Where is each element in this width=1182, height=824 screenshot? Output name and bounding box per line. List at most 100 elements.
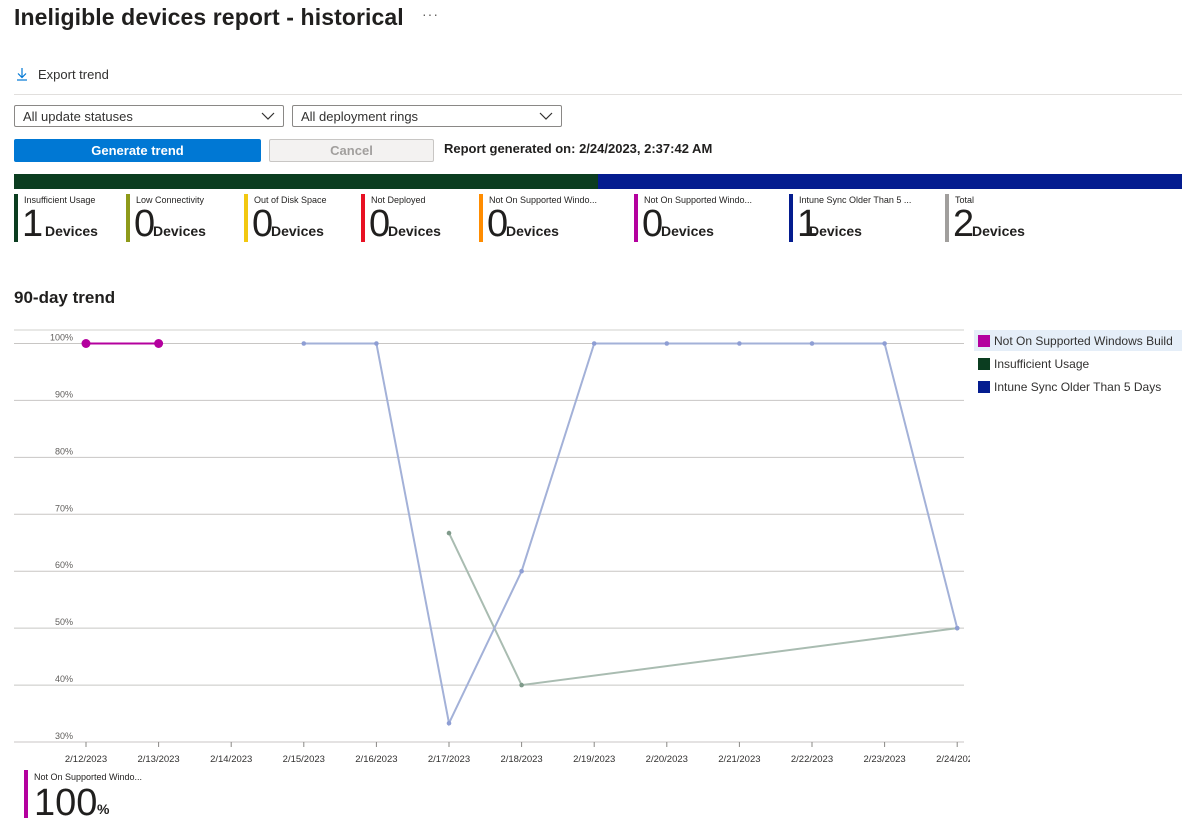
series-line: [303, 342, 959, 727]
x-tick-label: 2/12/2023: [65, 754, 107, 765]
tile-color-bar: [479, 194, 483, 242]
tile-label: Not On Supported Windo...: [489, 195, 598, 205]
data-point: [519, 568, 524, 574]
tile-color-bar: [634, 194, 638, 242]
tile-unit: Devices: [388, 223, 441, 239]
legend-swatch: [978, 334, 990, 347]
download-icon: [14, 66, 30, 82]
export-trend-button[interactable]: Export trend: [14, 66, 109, 82]
tile-count: 1: [22, 203, 44, 245]
tile-label: Total: [955, 195, 975, 205]
y-tick-label: 70%: [55, 503, 73, 513]
data-point: [664, 341, 670, 346]
tile-unit: Devices: [506, 223, 559, 239]
legend-item[interactable]: Not On Supported Windows Build: [974, 330, 1182, 351]
y-tick-label: 100%: [50, 333, 73, 343]
series-line: [448, 532, 958, 687]
status-tile[interactable]: Low Connectivity 0 Devices: [126, 194, 266, 245]
toolbar-divider: [14, 94, 1182, 95]
kpi-value: 100: [34, 782, 98, 824]
x-tick-label: 2/19/2023: [573, 754, 615, 765]
export-trend-label: Export trend: [38, 66, 109, 82]
tile-count: 0: [252, 203, 274, 245]
kpi-color-bar: [24, 770, 28, 818]
tile-label: Out of Disk Space: [254, 195, 327, 205]
legend-item[interactable]: Intune Sync Older Than 5 Days: [974, 376, 1182, 397]
x-tick-label: 2/23/2023: [863, 754, 905, 765]
more-options-icon[interactable]: ···: [422, 6, 439, 22]
deployment-rings-value: All deployment rings: [301, 108, 419, 124]
tile-count: 0: [134, 203, 156, 245]
x-tick-label: 2/16/2023: [355, 754, 397, 765]
legend-swatch: [978, 357, 990, 370]
update-status-dropdown[interactable]: All update statuses: [14, 105, 284, 127]
update-status-value: All update statuses: [23, 108, 133, 124]
tile-count: 2: [953, 203, 975, 245]
y-tick-label: 90%: [55, 389, 73, 399]
tile-count: 0: [487, 203, 509, 245]
tile-count: 0: [369, 203, 391, 245]
data-point: [81, 339, 91, 348]
report-generated-text: Report generated on: 2/24/2023, 2:37:42 …: [444, 141, 713, 156]
x-tick-label: 2/20/2023: [646, 754, 688, 765]
tile-label: Not On Supported Windo...: [644, 195, 753, 205]
y-tick-label: 80%: [55, 446, 73, 456]
tile-label: Not Deployed: [371, 195, 426, 205]
tile-count: 0: [642, 203, 664, 245]
tile-color-bar: [789, 194, 793, 242]
tile-label: Intune Sync Older Than 5 ...: [799, 195, 912, 205]
tile-color-bar: [361, 194, 365, 242]
tile-unit: Devices: [153, 223, 206, 239]
data-point: [809, 341, 815, 346]
tile-color-bar: [945, 194, 949, 242]
status-tile[interactable]: Intune Sync Older Than 5 ... 1 Devices: [789, 194, 929, 244]
generate-trend-button[interactable]: Generate trend: [14, 139, 261, 162]
legend-label: Not On Supported Windows Build: [994, 333, 1173, 348]
y-tick-label: 50%: [55, 617, 73, 627]
x-tick-label: 2/22/2023: [791, 754, 833, 765]
data-point: [954, 625, 960, 631]
data-point: [301, 341, 307, 346]
y-tick-label: 30%: [55, 731, 73, 741]
x-tick-label: 2/21/2023: [718, 754, 760, 765]
status-tile[interactable]: Not Deployed 0 Devices: [361, 194, 501, 245]
data-point: [591, 341, 597, 346]
kpi-unit: %: [97, 801, 110, 817]
status-tile[interactable]: Insufficient Usage 1 Devices: [14, 194, 154, 245]
summary-bar-segment[interactable]: [598, 174, 1182, 189]
status-tile[interactable]: Out of Disk Space 0 Devices: [244, 194, 384, 245]
summary-stacked-bar: [14, 174, 1182, 189]
summary-bar-segment[interactable]: [14, 174, 598, 189]
chevron-down-icon: [539, 110, 553, 125]
status-tile[interactable]: Not On Supported Windo... 0 Devices: [479, 194, 619, 245]
tile-color-bar: [244, 194, 248, 242]
data-point: [446, 530, 452, 536]
tile-unit: Devices: [972, 223, 1025, 239]
x-tick-label: 2/17/2023: [428, 754, 470, 765]
data-point: [882, 341, 887, 346]
legend-label: Insufficient Usage: [994, 356, 1090, 371]
trend-section-title: 90-day trend: [14, 288, 116, 307]
page-title: Ineligible devices report - historical: [14, 4, 404, 30]
status-tile[interactable]: Not On Supported Windo... 0 Devices: [634, 194, 774, 245]
y-tick-label: 40%: [55, 674, 73, 684]
tile-color-bar: [14, 194, 18, 242]
data-point: [154, 339, 164, 348]
tile-label: Insufficient Usage: [24, 195, 96, 205]
cancel-button[interactable]: Cancel: [269, 139, 434, 162]
tile-color-bar: [126, 194, 130, 242]
legend-label: Intune Sync Older Than 5 Days: [994, 379, 1162, 394]
x-tick-label: 2/14/2023: [210, 754, 252, 765]
legend-swatch: [978, 380, 990, 393]
data-point: [374, 341, 379, 346]
status-tile[interactable]: Total 2 Devices: [945, 194, 1085, 245]
legend-item[interactable]: Insufficient Usage: [974, 353, 1182, 374]
deployment-rings-dropdown[interactable]: All deployment rings: [292, 105, 562, 127]
data-point: [737, 341, 742, 346]
y-tick-label: 60%: [55, 560, 73, 570]
tile-unit: Devices: [809, 223, 862, 239]
x-tick-label: 2/15/2023: [283, 754, 325, 765]
chart-legend: Not On Supported Windows Build Insufficie…: [974, 330, 1182, 399]
trend-line-chart: 100% 90% 80% 70% 60% 50% 40% 30% 2/12/2023 2/13/2…: [14, 329, 970, 765]
x-tick-label: 2/13/2023: [137, 754, 179, 765]
